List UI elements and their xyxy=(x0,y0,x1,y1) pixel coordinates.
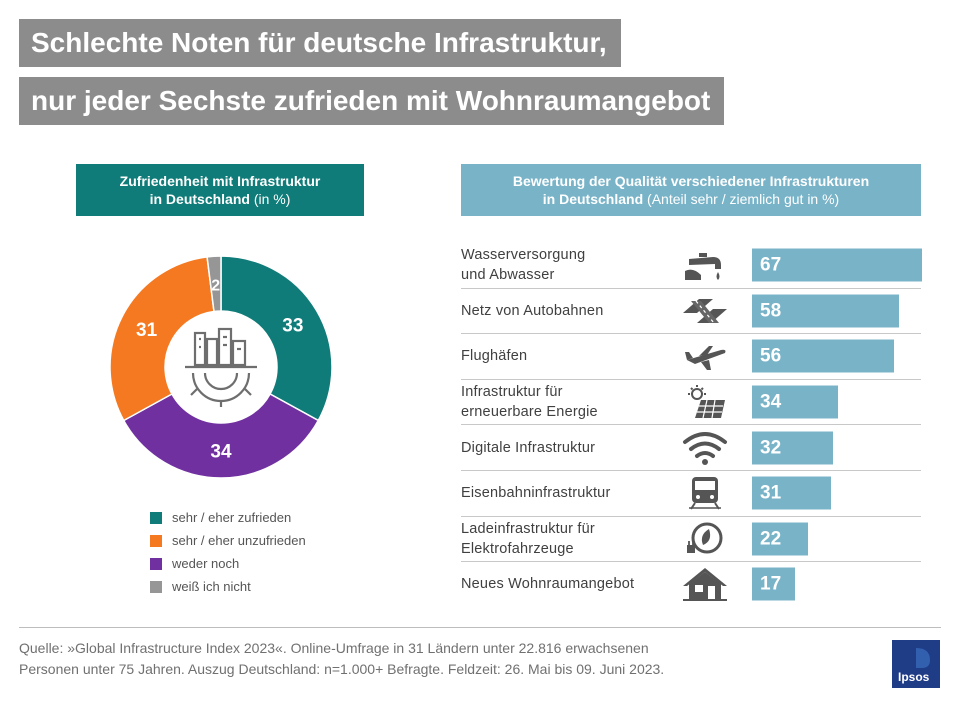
donut-slice xyxy=(122,392,320,479)
bar: 56 xyxy=(752,339,895,373)
legend-swatch xyxy=(150,511,162,524)
donut-value-label: 2 xyxy=(211,278,220,295)
donut-legend: sehr / eher zufrieden sehr / eher unzufr… xyxy=(150,506,306,598)
legend-label: sehr / eher unzufrieden xyxy=(172,533,306,548)
ev-charging-icon xyxy=(687,522,723,554)
bar-row: Neues Wohnraumangebot 17 xyxy=(461,562,921,607)
water-tap-icon xyxy=(685,253,721,281)
left-header-unit: (in %) xyxy=(249,191,291,207)
bar-chart: Wasserversorgung und Abwasser 67 Netz von… xyxy=(461,243,922,607)
city-gear-icon xyxy=(185,327,257,407)
left-chart-header: Zufriedenheit mit Infrastruktur in Deuts… xyxy=(76,164,364,216)
legend-swatch xyxy=(150,534,162,547)
bar: 22 xyxy=(752,522,808,556)
bar-category-label: Eisenbahninfrastruktur xyxy=(461,471,671,516)
bar-category-label: Flughäfen xyxy=(461,334,671,379)
title-line-2: nur jeder Sechste zufrieden mit Wohnraum… xyxy=(19,77,725,125)
bar-row: Infrastruktur für erneuerbare Energie 34 xyxy=(461,380,921,426)
bar-row: Netz von Autobahnen 58 xyxy=(461,289,921,335)
bar-row: Eisenbahninfrastruktur 31 xyxy=(461,471,921,517)
bar-label-line-1: Infrastruktur für xyxy=(461,384,563,401)
logo-text: Ipsos xyxy=(898,670,930,684)
bar: 17 xyxy=(752,567,796,601)
bar-label-line-2: und Abwasser xyxy=(461,267,555,284)
bar-category-label: Wasserversorgung und Abwasser xyxy=(461,243,671,288)
bar: 32 xyxy=(752,431,834,465)
bar: 31 xyxy=(752,476,831,510)
donut-value-label: 34 xyxy=(210,442,232,463)
bar-label-line-1: Ladeinfrastruktur für xyxy=(461,520,595,537)
bar-label-line-1: Flughäfen xyxy=(461,348,528,365)
legend-swatch xyxy=(150,557,162,570)
ipsos-logo: Ipsos xyxy=(892,640,940,688)
legend-label: weiß ich nicht xyxy=(172,579,251,594)
bar-label-line-1: Wasserversorgung xyxy=(461,247,586,264)
bar-label-line-2: erneuerbare Energie xyxy=(461,404,598,421)
bar-category-label: Infrastruktur für erneuerbare Energie xyxy=(461,380,671,425)
bar-row: Wasserversorgung und Abwasser 67 xyxy=(461,243,922,289)
bar-label-line-1: Eisenbahninfrastruktur xyxy=(461,485,611,502)
legend-swatch xyxy=(150,580,162,593)
wifi-icon xyxy=(683,431,727,465)
bar-category-label: Netz von Autobahnen xyxy=(461,289,671,334)
source-line-2: Personen unter 75 Jahren. Auszug Deutsch… xyxy=(19,661,665,677)
legend-item: weder noch xyxy=(150,552,306,575)
legend-item: weiß ich nicht xyxy=(150,575,306,598)
donut-value-label: 31 xyxy=(136,320,158,341)
donut-slice xyxy=(206,255,222,313)
bar: 34 xyxy=(752,385,839,419)
logo-mark-icon xyxy=(916,648,930,668)
house-icon xyxy=(683,568,727,602)
left-header-bold-2: in Deutschland xyxy=(149,191,250,207)
donut-chart: 33 34 31 2 xyxy=(109,255,333,479)
airplane-icon xyxy=(685,346,726,371)
legend-label: sehr / eher zufrieden xyxy=(172,510,292,525)
bar: 67 xyxy=(752,248,922,282)
title-line-1: Schlechte Noten für deutsche Infrastrukt… xyxy=(19,19,621,67)
highway-icon xyxy=(683,298,727,324)
right-header-unit: (Anteil sehr / ziemlich gut in %) xyxy=(643,191,840,207)
right-chart-header: Bewertung der Qualität verschiedener Inf… xyxy=(461,164,921,216)
right-header-bold-1: Bewertung der Qualität verschiedener Inf… xyxy=(512,173,870,189)
legend-item: sehr / eher unzufrieden xyxy=(150,529,306,552)
right-header-bold-2: in Deutschland xyxy=(542,191,644,207)
bar-label-line-1: Netz von Autobahnen xyxy=(461,302,604,319)
solar-panel-icon xyxy=(688,385,725,419)
bar-label-line-1: Neues Wohnraumangebot xyxy=(461,576,635,593)
donut-value-label: 33 xyxy=(282,315,303,336)
bar-row: Ladeinfrastruktur für Elektrofahrzeuge 22 xyxy=(461,517,921,563)
left-header-bold-1: Zufriedenheit mit Infrastruktur xyxy=(119,173,321,189)
donut-slice xyxy=(109,256,215,422)
source-line-1: Quelle: »Global Infrastructure Index 202… xyxy=(19,640,649,656)
train-icon xyxy=(689,477,721,510)
footer-divider xyxy=(19,627,941,628)
donut-slice xyxy=(220,255,333,422)
legend-item: sehr / eher zufrieden xyxy=(150,506,306,529)
source-note: Quelle: »Global Infrastructure Index 202… xyxy=(19,638,819,680)
bar-category-label: Ladeinfrastruktur für Elektrofahrzeuge xyxy=(461,517,671,562)
bar-row: Digitale Infrastruktur 32 xyxy=(461,425,921,471)
bar: 58 xyxy=(752,294,900,328)
bar-category-label: Digitale Infrastruktur xyxy=(461,425,671,470)
bar-category-label: Neues Wohnraumangebot xyxy=(461,562,671,607)
bar-row: Flughäfen 56 xyxy=(461,334,921,380)
bar-label-line-1: Digitale Infrastruktur xyxy=(461,439,596,456)
legend-label: weder noch xyxy=(172,556,240,571)
bar-label-line-2: Elektrofahrzeuge xyxy=(461,540,574,557)
